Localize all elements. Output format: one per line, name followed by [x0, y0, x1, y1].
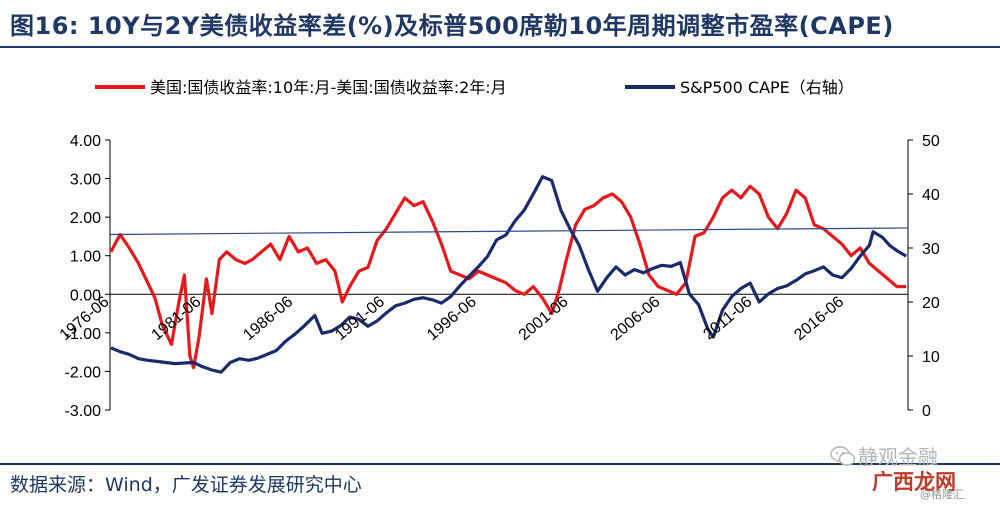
x-tick-label: 2016-06 — [791, 293, 847, 344]
axes: 4.00 3.00 2.00 1.00 0.00 -1.00 -2.00 -3.00 50 40 3… — [65, 133, 940, 420]
legend-label-spread: 美国:国债收益率:10年:月-美国:国债收益率:2年:月 — [150, 78, 507, 97]
right-tick-label: 50 — [922, 133, 940, 150]
left-tick-label: 0.00 — [70, 287, 101, 304]
chart-area: 美国:国债收益率:10年:月-美国:国债收益率:2年:月 S&P500 CAPE… — [57, 78, 940, 420]
source-note: 数据来源：Wind，广发证券发展研究中心 — [10, 474, 362, 496]
left-tick-label: 4.00 — [70, 133, 101, 150]
left-tick-label: -3.00 — [65, 403, 102, 420]
series-line-yield-spread — [109, 184, 907, 370]
right-tick-label: 30 — [922, 241, 940, 258]
wechat-icon — [830, 446, 856, 466]
x-tick-label: 2006-06 — [608, 293, 664, 344]
right-tick-label: 0 — [922, 403, 931, 420]
right-tick-label: 40 — [922, 187, 940, 204]
left-tick-label: -1.00 — [65, 326, 102, 343]
watermark-text-3: @格隆汇 — [920, 488, 964, 501]
top-rule — [0, 46, 1000, 48]
bottom-rule — [0, 463, 1000, 465]
legend: 美国:国债收益率:10年:月-美国:国债收益率:2年:月 S&P500 CAPE… — [95, 78, 854, 97]
left-tick-label: 3.00 — [70, 172, 101, 189]
watermark-text-2: 广西龙网 — [872, 470, 956, 494]
left-tick-label: 2.00 — [70, 210, 101, 227]
right-tick-label: 20 — [922, 295, 940, 312]
series-group: 1976-06 1981-06 1986-06 1991-06 1996-06 2001-… — [57, 175, 909, 374]
watermark-text-1: 静观金融 — [858, 445, 938, 469]
cape-trend-line — [109, 227, 909, 236]
legend-label-cape: S&P500 CAPE（右轴） — [680, 78, 854, 97]
right-tick-label: 10 — [922, 349, 940, 366]
left-tick-label: -2.00 — [65, 364, 102, 381]
chart-title: 图16: 10Y与2Y美债收益率差(%)及标普500席勒10年周期调整市盈率(C… — [10, 12, 894, 40]
left-tick-label: 1.00 — [70, 249, 101, 266]
x-tick-label: 1986-06 — [240, 293, 296, 344]
series-line-cape — [110, 175, 908, 374]
